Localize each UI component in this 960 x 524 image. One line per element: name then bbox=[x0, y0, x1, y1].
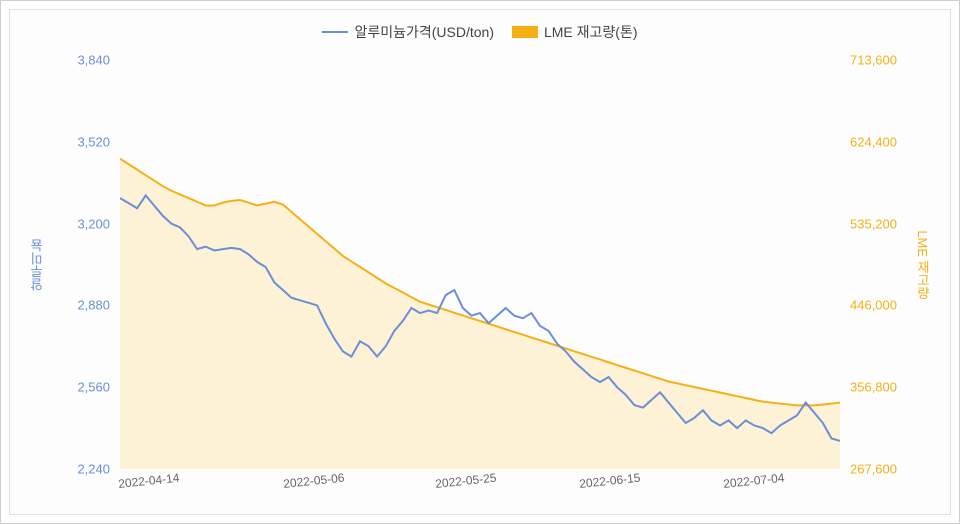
x-tick: 2022-06-15 bbox=[578, 471, 641, 491]
legend-label-price: 알루미늄가격(USD/ton) bbox=[354, 22, 494, 42]
y-tick-left: 3,840 bbox=[77, 53, 110, 68]
y-axis-left: 알루미늄 2,2402,5602,8803,2003,5203,840 bbox=[10, 60, 120, 469]
chart-inner: 알루미늄가격(USD/ton) LME 재고량(톤) 알루미늄 2,240 2,5… bbox=[9, 9, 951, 515]
legend-line-icon bbox=[322, 31, 348, 33]
y-tick-left: 2,880 bbox=[77, 298, 110, 313]
x-tick: 2022-04-14 bbox=[117, 471, 180, 491]
legend: 알루미늄가격(USD/ton) LME 재고량(톤) bbox=[10, 22, 950, 42]
legend-box-icon bbox=[512, 26, 538, 38]
x-tick: 2022-05-06 bbox=[283, 471, 346, 491]
y-tick-left: 2,560 bbox=[77, 380, 110, 395]
plot-area bbox=[120, 60, 840, 469]
y-tick-left: 3,520 bbox=[77, 134, 110, 149]
legend-item-price: 알루미늄가격(USD/ton) bbox=[322, 22, 494, 42]
y-tick-right: 267,600 bbox=[850, 462, 897, 477]
y-tick-right: 624,400 bbox=[850, 134, 897, 149]
x-tick: 2022-05-25 bbox=[434, 471, 497, 491]
plot-svg bbox=[120, 60, 840, 469]
x-axis: 2022-04-14 2022-05-06 2022-05-25 2022-06-15… bbox=[120, 469, 840, 514]
legend-label-stock: LME 재고량(톤) bbox=[544, 22, 638, 42]
y-axis-right-title: LME 재고량 bbox=[913, 230, 932, 299]
x-tick: 2022-07-04 bbox=[722, 471, 785, 491]
y-axis-left-title: 알루미늄 bbox=[28, 239, 47, 291]
y-tick-right: 713,600 bbox=[850, 53, 897, 68]
y-tick-left: 3,200 bbox=[77, 216, 110, 231]
y-axis-right: LME 재고량 267,600356,800446,000535,200624,… bbox=[840, 60, 950, 469]
y-tick-right: 535,200 bbox=[850, 216, 897, 231]
y-tick-right: 446,000 bbox=[850, 298, 897, 313]
legend-item-stock: LME 재고량(톤) bbox=[512, 22, 638, 42]
y-tick-left: 2,240 bbox=[77, 462, 110, 477]
y-tick-right: 356,800 bbox=[850, 380, 897, 395]
chart-container: 알루미늄가격(USD/ton) LME 재고량(톤) 알루미늄 2,240 2,5… bbox=[0, 0, 960, 524]
